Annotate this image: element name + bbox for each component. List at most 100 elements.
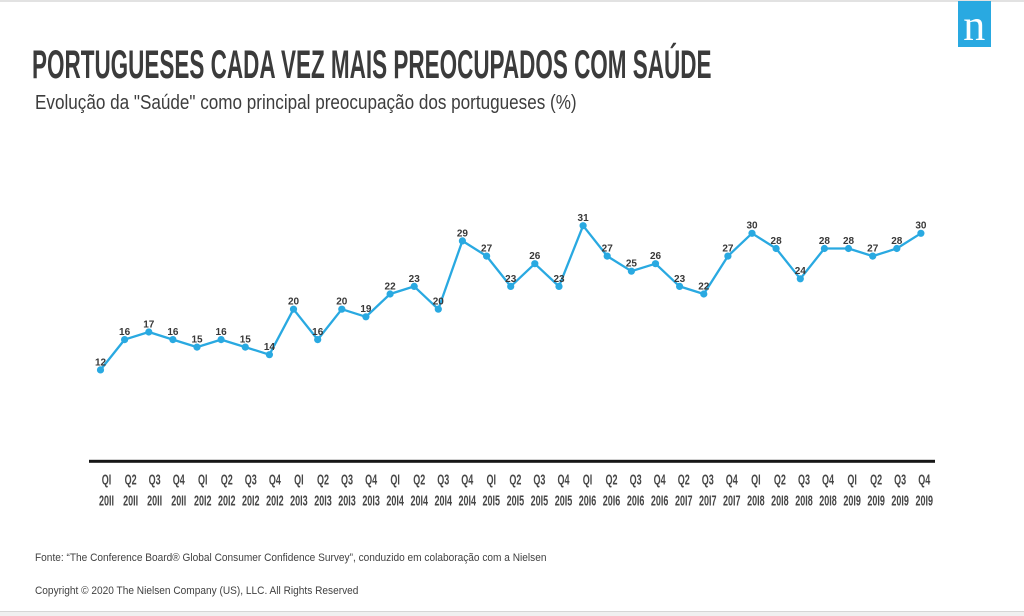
svg-text:Q2: Q2 xyxy=(125,471,137,488)
svg-text:Q2: Q2 xyxy=(317,471,329,488)
svg-text:23: 23 xyxy=(553,274,565,285)
svg-text:Q3: Q3 xyxy=(341,471,353,488)
svg-text:20I3: 20I3 xyxy=(338,492,356,509)
svg-text:29: 29 xyxy=(457,228,469,239)
svg-text:20: 20 xyxy=(288,297,300,308)
svg-text:30: 30 xyxy=(915,221,927,232)
svg-text:20I2: 20I2 xyxy=(194,492,212,509)
svg-text:QI: QI xyxy=(102,471,112,488)
svg-text:20I8: 20I8 xyxy=(771,492,789,509)
svg-text:Q3: Q3 xyxy=(245,471,257,488)
svg-text:20: 20 xyxy=(336,297,348,308)
svg-text:QI: QI xyxy=(847,471,857,488)
svg-text:12: 12 xyxy=(95,357,107,368)
svg-text:Q3: Q3 xyxy=(630,471,642,488)
svg-text:20I6: 20I6 xyxy=(627,492,645,509)
svg-text:Q4: Q4 xyxy=(173,471,185,488)
svg-text:Q4: Q4 xyxy=(822,471,834,488)
svg-text:20I9: 20I9 xyxy=(891,492,909,509)
svg-text:27: 27 xyxy=(722,244,734,255)
svg-text:Q3: Q3 xyxy=(798,471,810,488)
svg-text:Q4: Q4 xyxy=(654,471,666,488)
svg-text:20I3: 20I3 xyxy=(290,492,308,509)
svg-text:Q2: Q2 xyxy=(678,471,690,488)
svg-text:20: 20 xyxy=(433,297,445,308)
svg-text:Q4: Q4 xyxy=(461,471,473,488)
svg-text:15: 15 xyxy=(191,335,203,346)
svg-text:26: 26 xyxy=(650,251,662,262)
svg-text:QI: QI xyxy=(198,471,208,488)
svg-text:27: 27 xyxy=(602,244,614,255)
svg-text:30: 30 xyxy=(746,221,758,232)
svg-text:Q2: Q2 xyxy=(413,471,425,488)
svg-text:20I8: 20I8 xyxy=(795,492,813,509)
svg-text:Q4: Q4 xyxy=(726,471,738,488)
svg-text:16: 16 xyxy=(119,327,131,338)
svg-text:Q2: Q2 xyxy=(605,471,617,488)
svg-text:28: 28 xyxy=(843,236,855,247)
svg-text:20I4: 20I4 xyxy=(386,492,404,509)
svg-text:20I9: 20I9 xyxy=(843,492,861,509)
svg-text:20I9: 20I9 xyxy=(867,492,885,509)
svg-text:25: 25 xyxy=(626,259,638,270)
svg-text:20I2: 20I2 xyxy=(266,492,284,509)
svg-text:20II: 20II xyxy=(123,492,138,509)
svg-text:QI: QI xyxy=(583,471,593,488)
svg-text:Q4: Q4 xyxy=(365,471,377,488)
svg-text:20I4: 20I4 xyxy=(410,492,428,509)
svg-text:20II: 20II xyxy=(99,492,114,509)
svg-text:27: 27 xyxy=(867,244,879,255)
svg-text:31: 31 xyxy=(578,213,590,224)
svg-text:Q2: Q2 xyxy=(221,471,233,488)
svg-text:Q2: Q2 xyxy=(509,471,521,488)
svg-text:28: 28 xyxy=(891,236,903,247)
svg-text:Q4: Q4 xyxy=(557,471,569,488)
svg-text:20I6: 20I6 xyxy=(603,492,621,509)
svg-text:20I7: 20I7 xyxy=(723,492,741,509)
svg-text:20I4: 20I4 xyxy=(434,492,452,509)
svg-text:20I2: 20I2 xyxy=(218,492,236,509)
svg-text:20I3: 20I3 xyxy=(362,492,380,509)
svg-text:16: 16 xyxy=(312,327,324,338)
svg-text:22: 22 xyxy=(385,281,397,292)
svg-text:20II: 20II xyxy=(171,492,186,509)
svg-text:20I8: 20I8 xyxy=(747,492,765,509)
svg-text:Q3: Q3 xyxy=(894,471,906,488)
svg-text:QI: QI xyxy=(390,471,400,488)
svg-text:15: 15 xyxy=(240,335,252,346)
svg-text:20I6: 20I6 xyxy=(651,492,669,509)
svg-text:20I4: 20I4 xyxy=(458,492,476,509)
svg-text:16: 16 xyxy=(167,327,179,338)
svg-text:Q2: Q2 xyxy=(774,471,786,488)
svg-text:Q3: Q3 xyxy=(702,471,714,488)
svg-text:23: 23 xyxy=(674,274,686,285)
svg-text:Q3: Q3 xyxy=(437,471,449,488)
svg-text:26: 26 xyxy=(529,251,541,262)
svg-text:20I9: 20I9 xyxy=(915,492,933,509)
svg-text:Q2: Q2 xyxy=(870,471,882,488)
svg-text:20I5: 20I5 xyxy=(507,492,525,509)
svg-text:16: 16 xyxy=(216,327,228,338)
svg-text:QI: QI xyxy=(487,471,497,488)
svg-text:20I2: 20I2 xyxy=(242,492,260,509)
svg-text:28: 28 xyxy=(819,236,831,247)
svg-text:QI: QI xyxy=(751,471,761,488)
svg-text:19: 19 xyxy=(360,304,372,315)
svg-text:Q3: Q3 xyxy=(149,471,161,488)
svg-text:20I6: 20I6 xyxy=(579,492,597,509)
svg-text:20II: 20II xyxy=(147,492,162,509)
svg-text:20I3: 20I3 xyxy=(314,492,332,509)
svg-text:24: 24 xyxy=(795,266,807,277)
svg-text:20I5: 20I5 xyxy=(555,492,573,509)
svg-text:23: 23 xyxy=(505,274,517,285)
svg-text:17: 17 xyxy=(143,319,155,330)
svg-text:n: n xyxy=(963,1,985,50)
svg-text:23: 23 xyxy=(409,274,421,285)
svg-text:28: 28 xyxy=(771,236,783,247)
svg-text:20I7: 20I7 xyxy=(675,492,693,509)
svg-text:Q4: Q4 xyxy=(918,471,930,488)
svg-text:20I5: 20I5 xyxy=(531,492,549,509)
svg-text:20I5: 20I5 xyxy=(483,492,501,509)
svg-text:Q3: Q3 xyxy=(533,471,545,488)
svg-text:20I7: 20I7 xyxy=(699,492,717,509)
